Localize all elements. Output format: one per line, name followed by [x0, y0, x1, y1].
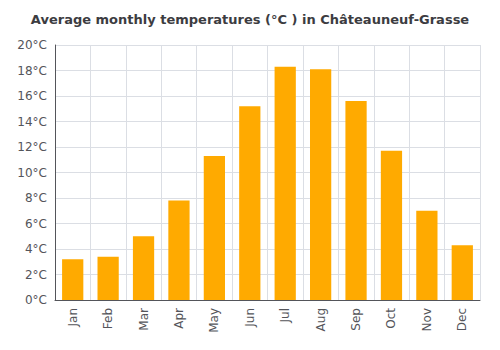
svg-text:20°C: 20°C [17, 38, 47, 52]
svg-text:2°C: 2°C [25, 268, 47, 282]
svg-text:4°C: 4°C [25, 242, 47, 256]
svg-text:10°C: 10°C [17, 166, 47, 180]
svg-text:Jun: Jun [243, 308, 257, 328]
svg-text:Average monthly temperatures (: Average monthly temperatures (°C ) in Ch… [31, 12, 470, 27]
svg-text:12°C: 12°C [17, 140, 47, 154]
svg-text:May: May [207, 308, 221, 333]
svg-text:Nov: Nov [420, 308, 434, 331]
svg-text:18°C: 18°C [17, 64, 47, 78]
svg-text:16°C: 16°C [17, 89, 47, 103]
svg-text:Sep: Sep [349, 308, 363, 331]
svg-text:Oct: Oct [384, 308, 398, 329]
svg-text:Feb: Feb [101, 308, 115, 329]
svg-text:Dec: Dec [455, 308, 469, 331]
svg-text:Mar: Mar [137, 308, 151, 331]
svg-text:6°C: 6°C [25, 217, 47, 231]
svg-text:Apr: Apr [172, 308, 186, 329]
svg-text:Aug: Aug [314, 308, 328, 331]
svg-text:Jul: Jul [278, 308, 292, 323]
svg-text:Jan: Jan [66, 308, 80, 328]
svg-text:8°C: 8°C [25, 191, 47, 205]
svg-text:14°C: 14°C [17, 115, 47, 129]
svg-text:0°C: 0°C [25, 293, 47, 307]
